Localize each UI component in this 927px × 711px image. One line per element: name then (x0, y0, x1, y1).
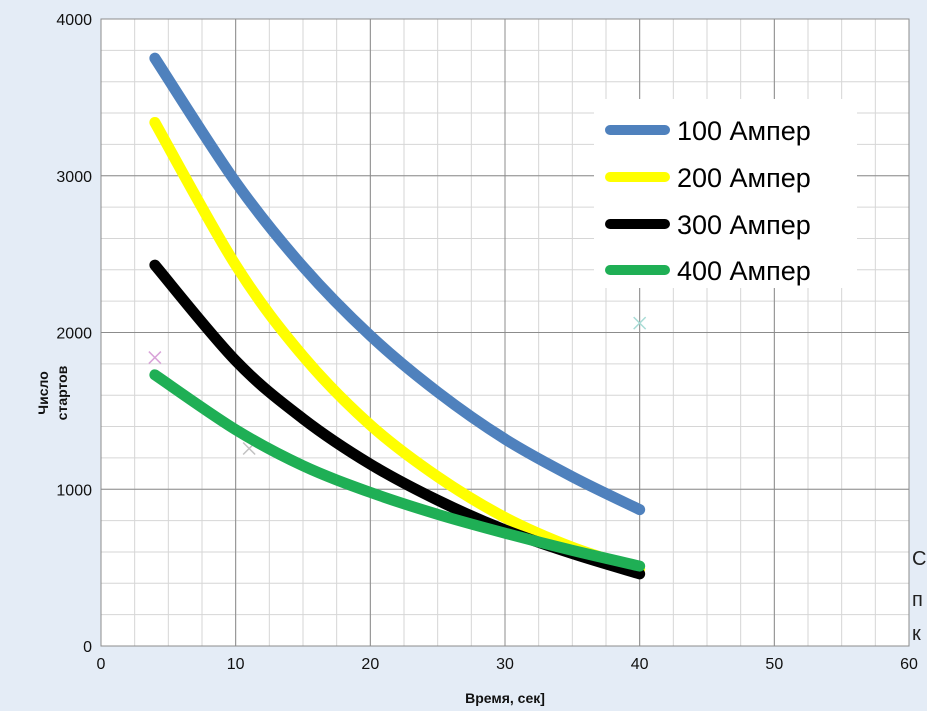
legend: 100 Ампер 200 Ампер 300 Ампер 400 Ампер (594, 99, 857, 288)
legend-label-100a: 100 Ампер (677, 116, 811, 146)
faint-marker (633, 316, 647, 330)
y-axis-title-line-2: стартов (54, 365, 70, 420)
y-axis-title-line-1: Число (35, 371, 51, 415)
series-lines (149, 52, 646, 580)
y-tick-label: 1000 (56, 482, 92, 499)
x-tick-label: 0 (97, 656, 106, 673)
legend-label-300a: 300 Ампер (677, 210, 811, 240)
side-note-line-3: к (912, 623, 921, 645)
side-note-line-1: С (912, 548, 926, 570)
series-line-1 (149, 52, 646, 516)
series-line-4 (149, 369, 646, 572)
y-tick-label: 4000 (56, 12, 92, 29)
x-tick-label: 60 (900, 656, 918, 673)
x-tick-label: 50 (765, 656, 783, 673)
x-tick-label: 10 (227, 656, 245, 673)
x-tick-label: 40 (631, 656, 649, 673)
legend-label-400a: 400 Ампер (677, 256, 811, 286)
x-axis-title: Время, сек] (465, 690, 545, 706)
y-tick-labels: 0 1000 2000 3000 4000 (56, 12, 92, 656)
y-tick-label: 0 (83, 639, 92, 656)
side-note-line-2: п (912, 589, 923, 611)
legend-label-200a: 200 Ампер (677, 163, 811, 193)
y-tick-label: 2000 (56, 326, 92, 343)
x-tick-labels: 0 10 20 30 40 50 60 (97, 656, 918, 673)
faint-marker (148, 351, 162, 365)
x-tick-label: 20 (361, 656, 379, 673)
side-note-panel (910, 530, 927, 645)
x-tick-label: 30 (496, 656, 514, 673)
y-tick-label: 3000 (56, 169, 92, 186)
